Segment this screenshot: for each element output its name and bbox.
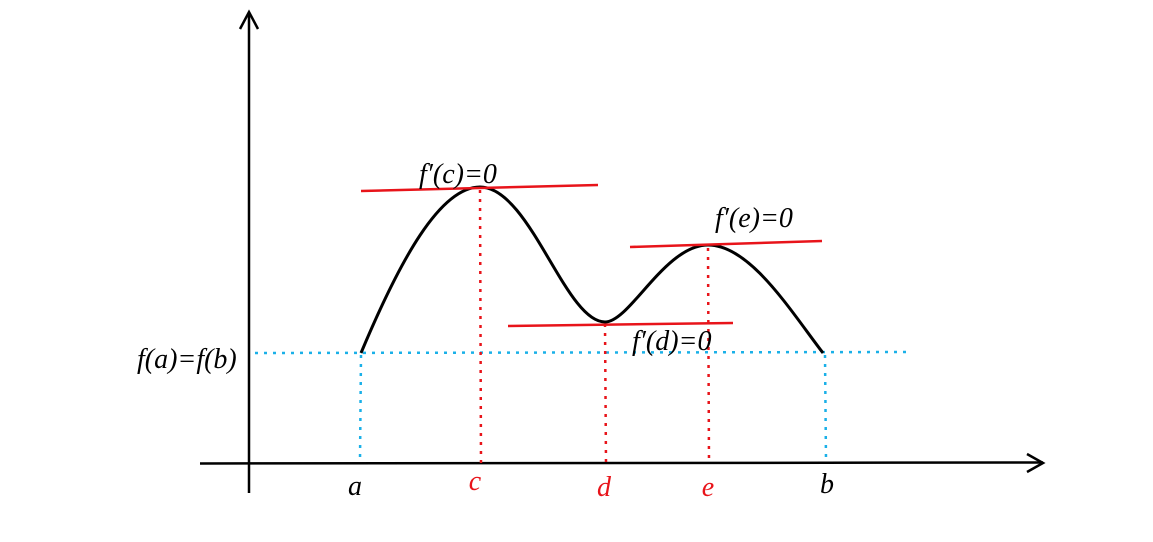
point-label: e [702,472,714,503]
d-guide [603,323,608,464]
tangent-c [360,183,599,193]
b-guide [823,354,828,461]
x-arrow [1026,452,1046,474]
level-label: f(a)=f(b) [137,344,237,375]
x-axis [199,461,1044,465]
tangent-e [629,239,823,249]
point-label: d [597,472,612,503]
point-label: b [820,469,834,500]
point-label: c [469,466,482,497]
c-guide [478,189,483,464]
curve [359,185,825,354]
point-label: a [348,471,362,502]
tangent-label: f′(c)=0 [419,159,497,190]
y-arrow [238,9,260,30]
level-line [254,350,909,355]
tangent-label: f′(d)=0 [632,326,711,357]
tangent-d [507,321,734,328]
tangent-label: f′(e)=0 [715,203,793,234]
a-guide [358,354,363,461]
